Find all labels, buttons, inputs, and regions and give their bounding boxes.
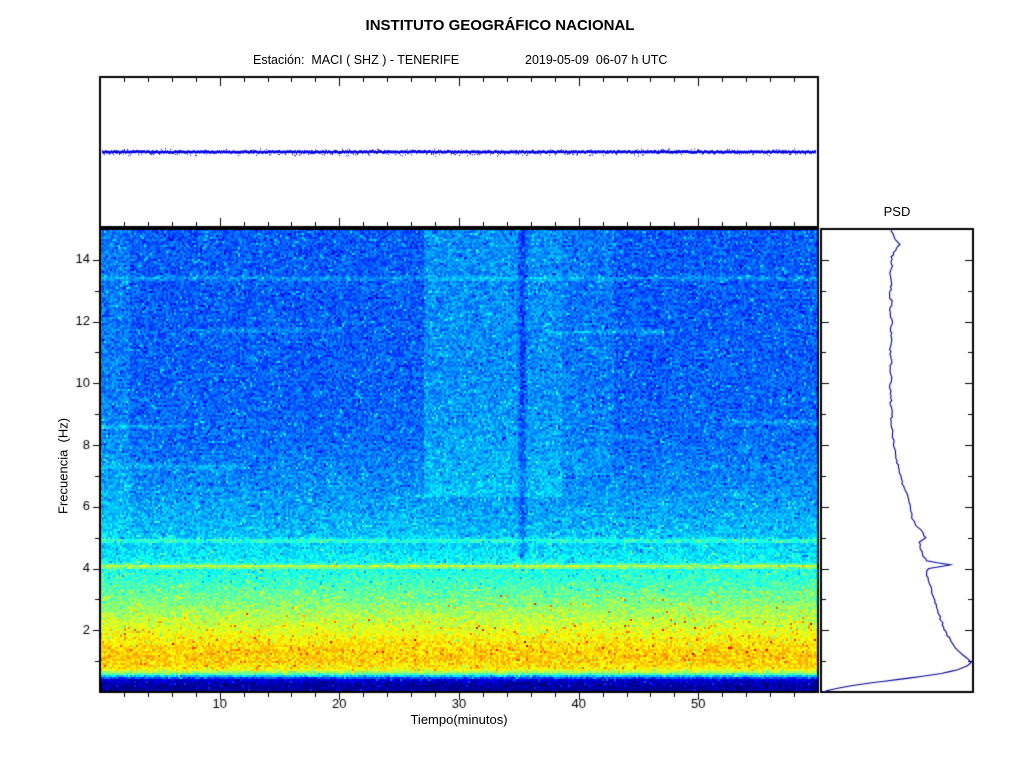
station-label: Estación: MACI ( SHZ ) - TENERIFE xyxy=(253,53,460,67)
x-axis-label: Tiempo(minutos) xyxy=(410,712,508,727)
psd-title: PSD xyxy=(883,204,911,219)
page-title: INSTITUTO GEOGRÁFICO NACIONAL xyxy=(365,17,635,34)
datetime-label: 2019-05-09 06-07 h UTC xyxy=(525,53,668,67)
y-axis-label: Frecuencia (Hz) xyxy=(55,417,71,515)
